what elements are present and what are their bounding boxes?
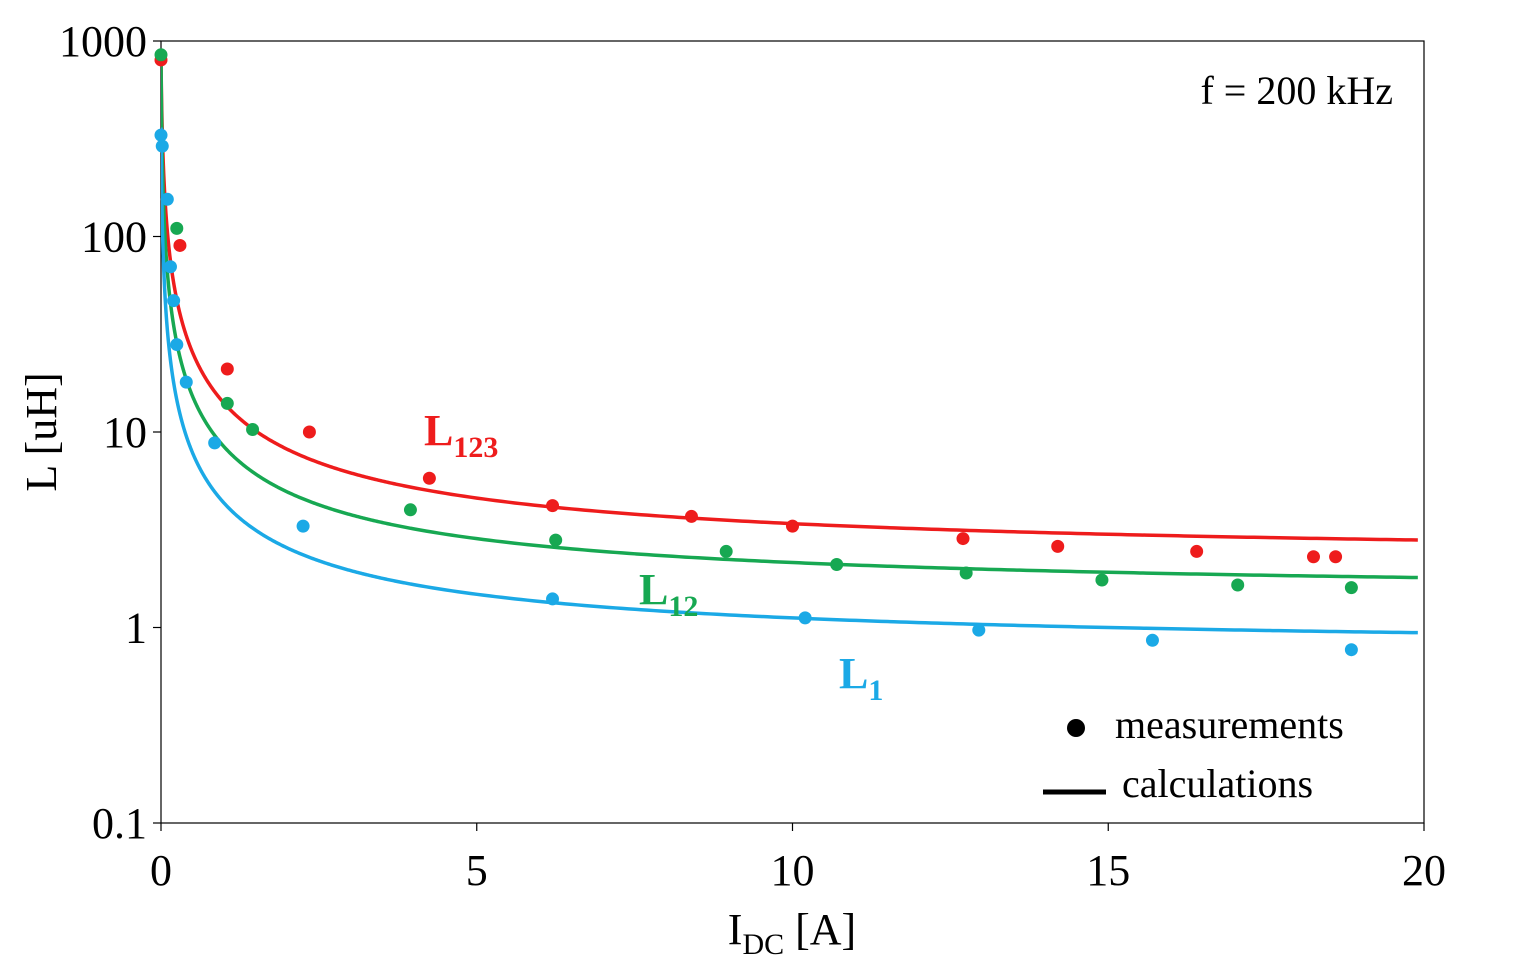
calc-curve-l12 bbox=[161, 52, 1418, 580]
x-tick-label: 20 bbox=[1402, 846, 1446, 895]
point-l12 bbox=[830, 558, 844, 572]
legend-measurements-label: measurements bbox=[1115, 702, 1344, 747]
point-l123 bbox=[1190, 544, 1204, 558]
point-l1 bbox=[1344, 643, 1358, 657]
x-tick-label: 5 bbox=[466, 846, 488, 895]
point-l1 bbox=[163, 260, 177, 274]
y-tick-label: 1 bbox=[125, 604, 147, 653]
point-l1 bbox=[154, 128, 168, 142]
point-l123 bbox=[546, 499, 560, 513]
point-l1 bbox=[160, 192, 174, 206]
legend-measurement-marker bbox=[1067, 719, 1085, 737]
measurement-points bbox=[154, 48, 1358, 657]
point-l1 bbox=[546, 592, 560, 606]
point-l12 bbox=[719, 544, 733, 558]
series-label-l1: L1 bbox=[839, 649, 883, 707]
point-l1 bbox=[208, 436, 222, 450]
calc-curve-l1 bbox=[161, 127, 1418, 635]
x-tick-label: 10 bbox=[771, 846, 815, 895]
point-l1 bbox=[798, 611, 812, 625]
point-l123 bbox=[173, 238, 187, 252]
y-tick-label: 100 bbox=[81, 213, 147, 262]
point-l1 bbox=[167, 294, 181, 308]
point-l12 bbox=[549, 533, 563, 547]
y-axis-title: L [uH] bbox=[17, 372, 66, 491]
point-l123 bbox=[220, 362, 234, 376]
point-l12 bbox=[1344, 581, 1358, 595]
point-l123 bbox=[1051, 539, 1065, 553]
legend: measurements calculations bbox=[1043, 702, 1344, 806]
point-l1 bbox=[155, 139, 169, 153]
y-tick-label: 1000 bbox=[59, 17, 147, 66]
point-l123 bbox=[422, 471, 436, 485]
y-axis-ticks: 0.1 1 10 100 1000 bbox=[59, 17, 161, 848]
y-tick-label: 10 bbox=[103, 408, 147, 457]
point-l12 bbox=[1231, 578, 1245, 592]
point-l123 bbox=[302, 425, 316, 439]
frequency-annotation: f = 200 kHz bbox=[1200, 68, 1393, 113]
point-l123 bbox=[684, 509, 698, 523]
calc-curve-l123 bbox=[161, 59, 1418, 542]
point-l12 bbox=[170, 221, 184, 235]
point-l1 bbox=[972, 623, 986, 637]
y-tick-label: 0.1 bbox=[92, 799, 147, 848]
point-l12 bbox=[1095, 573, 1109, 587]
x-axis-ticks: 0 5 10 15 20 bbox=[150, 823, 1446, 895]
point-l1 bbox=[179, 375, 193, 389]
point-l1 bbox=[296, 519, 310, 533]
point-l123 bbox=[1306, 550, 1320, 564]
legend-calculations-label: calculations bbox=[1122, 761, 1313, 806]
calculation-curves bbox=[161, 52, 1418, 635]
point-l1 bbox=[1145, 633, 1159, 647]
series-label-l123: L123 bbox=[424, 406, 498, 464]
point-l12 bbox=[959, 566, 973, 580]
point-l123 bbox=[786, 519, 799, 533]
series-label-l12: L12 bbox=[639, 565, 698, 623]
x-axis-title: IDC [A] bbox=[728, 905, 856, 961]
point-l123 bbox=[1329, 550, 1343, 564]
point-l12 bbox=[246, 422, 260, 436]
point-l123 bbox=[956, 532, 970, 546]
point-l12 bbox=[154, 48, 168, 62]
point-l12 bbox=[403, 503, 417, 517]
point-l1 bbox=[170, 338, 184, 352]
x-tick-label: 0 bbox=[150, 846, 172, 895]
x-tick-label: 15 bbox=[1086, 846, 1130, 895]
point-l12 bbox=[220, 396, 234, 410]
